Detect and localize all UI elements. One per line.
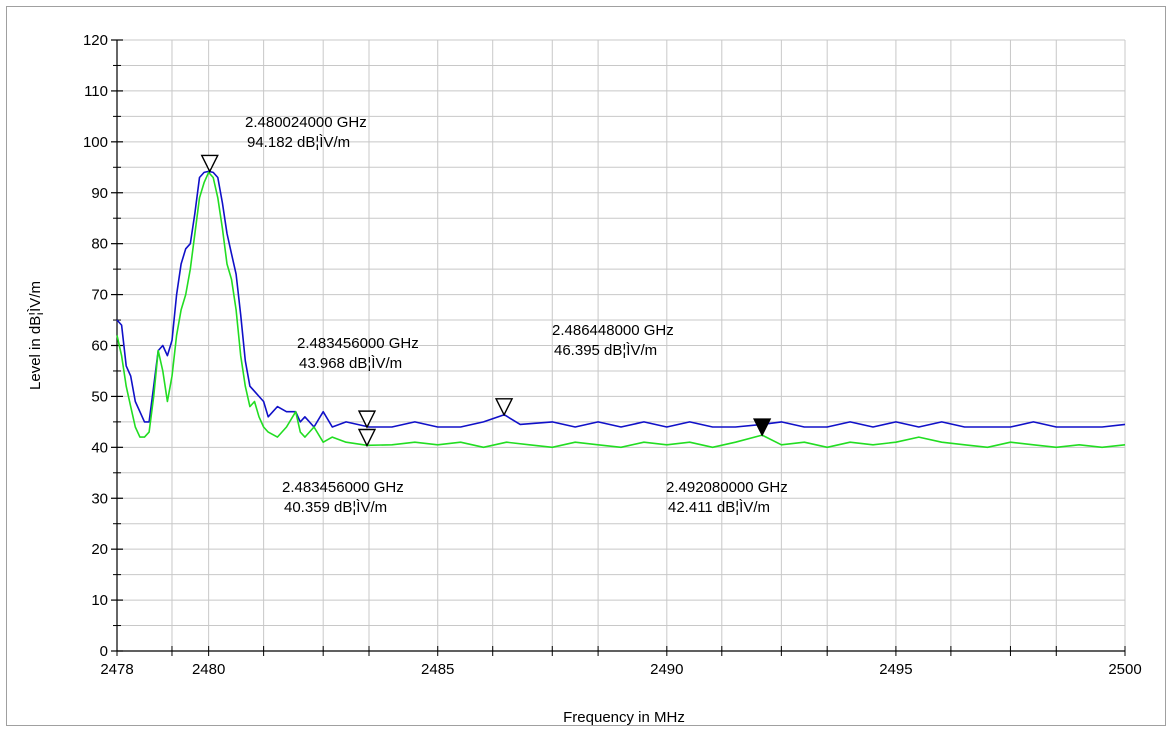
y-tick-label: 0 [100,643,108,660]
y-tick-label: 110 [84,83,108,100]
x-tick-label: 2478 [100,661,133,678]
series-line-green [116,171,1126,449]
x-tick-label: 2490 [650,661,683,678]
marker-frequency-label: 2.486448000 GHz [552,322,674,339]
x-tick-label: 2480 [192,661,225,678]
filled-marker-triangle [752,418,772,437]
y-tick-label: 70 [91,287,108,304]
marker-frequency-label: 2.483456000 GHz [282,479,404,496]
y-tick-label: 20 [91,541,108,558]
marker-frequency-label: 2.480024000 GHz [245,114,367,131]
y-axis-title: Level in dB¦ÌV/m [27,281,44,390]
x-axis-title: Frequency in MHz [563,709,685,726]
marker-frequency-label: 2.483456000 GHz [297,335,419,352]
y-tick-label: 120 [83,32,108,49]
marker-frequency-label: 2.492080000 GHz [666,479,788,496]
marker-triangle [200,154,219,174]
marker-triangle [357,428,377,448]
marker-level-label: 40.359 dB¦ÌV/m [284,499,387,516]
series-line-blue [116,170,1126,428]
y-tick-label: 60 [91,338,108,355]
marker-level-label: 46.395 dB¦ÌV/m [554,342,657,359]
x-tick-label: 2495 [879,661,912,678]
x-tick-label: 2500 [1108,661,1141,678]
y-tick-label: 30 [91,490,108,507]
y-tick-label: 40 [91,439,108,456]
y-tick-label: 10 [91,592,108,609]
marker-triangle [357,410,377,429]
x-tick-label: 2485 [421,661,454,678]
marker-level-label: 43.968 dB¦ÌV/m [299,355,402,372]
marker-triangle [494,398,514,417]
y-tick-label: 80 [91,236,108,253]
y-tick-label: 100 [83,134,108,151]
y-tick-label: 50 [91,388,108,405]
marker-level-label: 94.182 dB¦ÌV/m [247,134,350,151]
y-tick-label: 90 [91,185,108,202]
marker-level-label: 42.411 dB¦ÌV/m [668,499,770,516]
